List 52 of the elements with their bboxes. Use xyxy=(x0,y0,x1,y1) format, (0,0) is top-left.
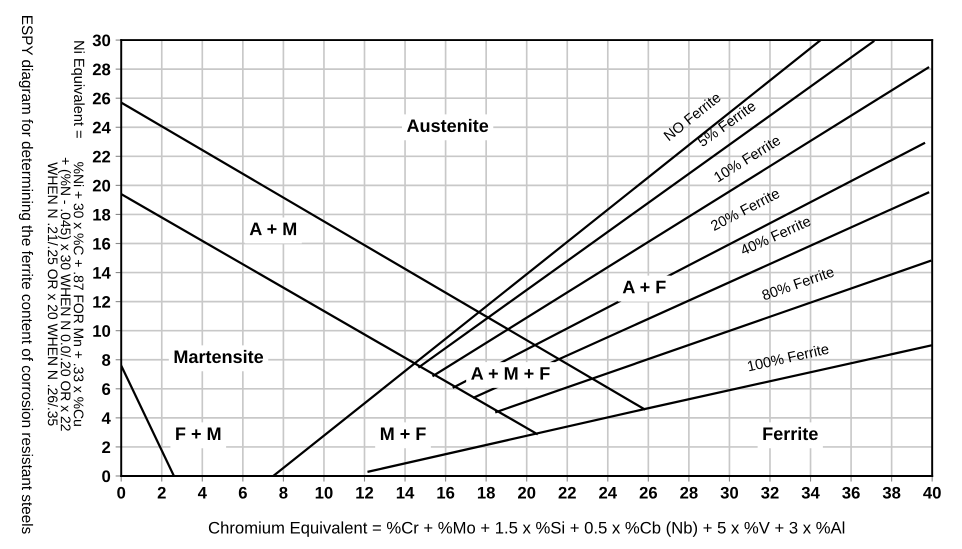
y-tick-label: 20 xyxy=(92,180,110,192)
x-tick-label: 22 xyxy=(558,486,576,498)
x-tick-label: 24 xyxy=(599,486,617,498)
x-tick-label: 6 xyxy=(238,486,247,499)
y-tick-label: 8 xyxy=(102,354,110,366)
x-tick-label: 10 xyxy=(316,486,333,499)
x-axis-title: Chromium Equivalent = %Cr + %Mo + 1.5 x %Si + 0.5 x %Cb (Nb) + 5 x %V + 3 x %Al xyxy=(208,521,844,537)
x-tick-label: 12 xyxy=(356,486,374,498)
x-tick-label: 4 xyxy=(198,487,207,498)
y-tick-label: 28 xyxy=(92,64,110,76)
x-tick-label: 2 xyxy=(158,486,166,498)
annotation: Martensite xyxy=(174,350,264,364)
y-tick-label: 0 xyxy=(102,470,110,482)
x-tick-label: 36 xyxy=(842,486,860,499)
text: ESPY diagram for determining the ferrite content of corrosion resistant steels xyxy=(18,16,34,534)
annotation: Ferrite xyxy=(763,426,818,440)
annotation: M + F xyxy=(380,428,426,440)
x-tick-label: 0 xyxy=(117,486,126,499)
x-tick-label: 34 xyxy=(802,486,820,499)
y-tick-label: 12 xyxy=(93,296,110,308)
x-tick-label: 26 xyxy=(640,486,658,499)
x-tick-label: 14 xyxy=(396,487,414,498)
x-tick-label: 32 xyxy=(761,486,779,499)
annotation: 80% Ferrite xyxy=(761,266,835,301)
annotation: F + M xyxy=(176,428,220,440)
y-tick-label: 6 xyxy=(102,383,110,396)
y-tick-label: 16 xyxy=(93,238,110,250)
x-tick-label: 20 xyxy=(518,486,536,499)
y-tick-label: 2 xyxy=(102,441,110,453)
x-tick-label: 16 xyxy=(437,486,454,499)
y-tick-label: 4 xyxy=(102,412,111,424)
annotation: 40% Ferrite xyxy=(739,215,812,256)
annotation: A + M + F xyxy=(471,367,550,380)
y-tick-label: 10 xyxy=(93,325,110,337)
y-tick-label: 22 xyxy=(92,150,110,162)
annotation: A + F xyxy=(622,280,666,294)
annotation: 100% Ferrite xyxy=(747,343,830,372)
x-tick-label: 8 xyxy=(279,486,288,499)
y-tick-label: 26 xyxy=(92,92,110,104)
x-tick-label: 18 xyxy=(478,486,495,499)
x-tick-label: 40 xyxy=(923,486,941,499)
text: %Ni + 30 x %C + .87 FOR Mn + .33 x %Cu + (%N - .045) x 30 WHEN N 0.0/.20 OR x 22 WHEN N .21/.25 OR x 20 WHEN N .26/.35 xyxy=(48,158,84,431)
y-tick-label: 24 xyxy=(92,122,111,134)
annotation: A + M xyxy=(250,222,296,236)
y-tick-label: 18 xyxy=(93,208,110,221)
annotation: Austenite xyxy=(406,118,488,132)
x-tick-label: 38 xyxy=(882,486,900,499)
x-tick-label: 30 xyxy=(720,486,738,499)
y-axis-title: Ni Equivalent = xyxy=(71,41,85,138)
x-tick-label: 28 xyxy=(680,486,698,499)
y-tick-label: 14 xyxy=(93,267,111,279)
y-tick-label: 30 xyxy=(92,34,110,46)
